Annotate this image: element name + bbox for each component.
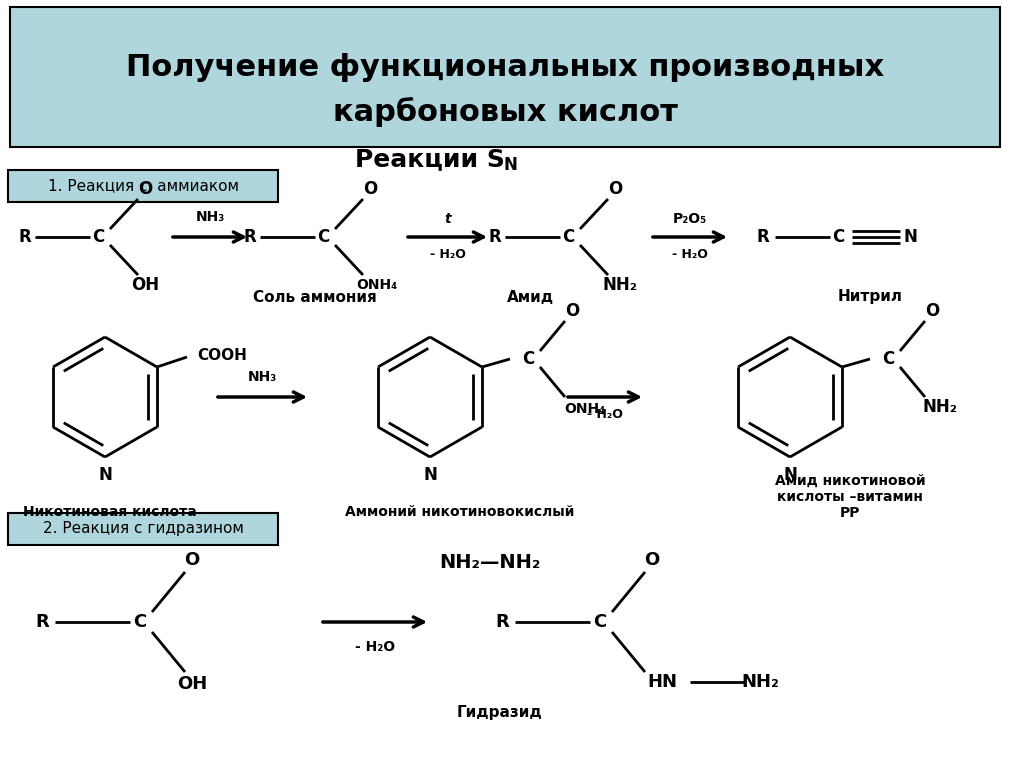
Text: N: N xyxy=(98,466,112,484)
Text: Аммоний никотиновокислый: Аммоний никотиновокислый xyxy=(345,505,574,519)
Text: P₂O₅: P₂O₅ xyxy=(673,212,708,226)
Text: OH: OH xyxy=(131,276,159,294)
Text: OH: OH xyxy=(177,675,207,693)
Text: Соль аммония: Соль аммония xyxy=(253,289,377,304)
FancyBboxPatch shape xyxy=(10,7,1000,147)
Text: N: N xyxy=(503,156,517,174)
Text: O: O xyxy=(362,180,377,198)
Text: R: R xyxy=(496,613,509,631)
Text: N: N xyxy=(783,466,797,484)
Text: HN: HN xyxy=(647,673,677,691)
FancyBboxPatch shape xyxy=(8,513,278,545)
Text: NH₂: NH₂ xyxy=(923,398,957,416)
Text: O: O xyxy=(138,180,153,198)
Text: 1. Реакция с  аммиаком: 1. Реакция с аммиаком xyxy=(47,179,239,193)
Text: O: O xyxy=(184,551,200,569)
Text: R: R xyxy=(18,228,32,246)
Text: карбоновых кислот: карбоновых кислот xyxy=(333,97,678,127)
Text: C: C xyxy=(133,613,146,631)
Text: R: R xyxy=(757,228,769,246)
Text: Амид: Амид xyxy=(507,289,554,304)
Text: O: O xyxy=(565,302,580,320)
Text: - H₂O: - H₂O xyxy=(672,248,708,261)
Text: - H₂O: - H₂O xyxy=(430,248,466,261)
Text: ONH₄: ONH₄ xyxy=(564,402,605,416)
Text: Нитрил: Нитрил xyxy=(838,289,902,304)
Text: NH₂—NH₂: NH₂—NH₂ xyxy=(439,552,541,571)
Text: NH₂: NH₂ xyxy=(602,276,638,294)
Text: Реакции S: Реакции S xyxy=(355,147,505,171)
Text: Амид никотиновой
кислоты –витамин
РР: Амид никотиновой кислоты –витамин РР xyxy=(775,474,926,520)
Text: C: C xyxy=(831,228,844,246)
FancyBboxPatch shape xyxy=(8,170,278,202)
Text: - H₂O: - H₂O xyxy=(587,409,623,422)
Text: N: N xyxy=(903,228,916,246)
Text: C: C xyxy=(593,613,606,631)
Text: ONH₄: ONH₄ xyxy=(356,278,397,292)
Text: O: O xyxy=(644,551,659,569)
Text: NH₃: NH₃ xyxy=(248,370,276,384)
Text: Гидразид: Гидразид xyxy=(457,705,543,719)
Text: NH₃: NH₃ xyxy=(196,210,224,224)
Text: C: C xyxy=(882,350,894,368)
Text: NH₂: NH₂ xyxy=(741,673,779,691)
Text: O: O xyxy=(925,302,939,320)
Text: Получение функциональных производных: Получение функциональных производных xyxy=(126,52,884,81)
Text: N: N xyxy=(423,466,437,484)
Text: - H₂O: - H₂O xyxy=(355,640,395,654)
Text: C: C xyxy=(522,350,535,368)
Text: t: t xyxy=(444,212,452,226)
Text: C: C xyxy=(316,228,329,246)
Text: O: O xyxy=(608,180,623,198)
Text: 2. Реакция с гидразином: 2. Реакция с гидразином xyxy=(43,522,244,536)
Text: R: R xyxy=(244,228,256,246)
Text: Никотиновая кислота: Никотиновая кислота xyxy=(24,505,197,519)
Text: C: C xyxy=(562,228,574,246)
Text: R: R xyxy=(488,228,502,246)
Text: C: C xyxy=(92,228,104,246)
Text: R: R xyxy=(35,613,49,631)
Text: COOH: COOH xyxy=(197,347,247,363)
